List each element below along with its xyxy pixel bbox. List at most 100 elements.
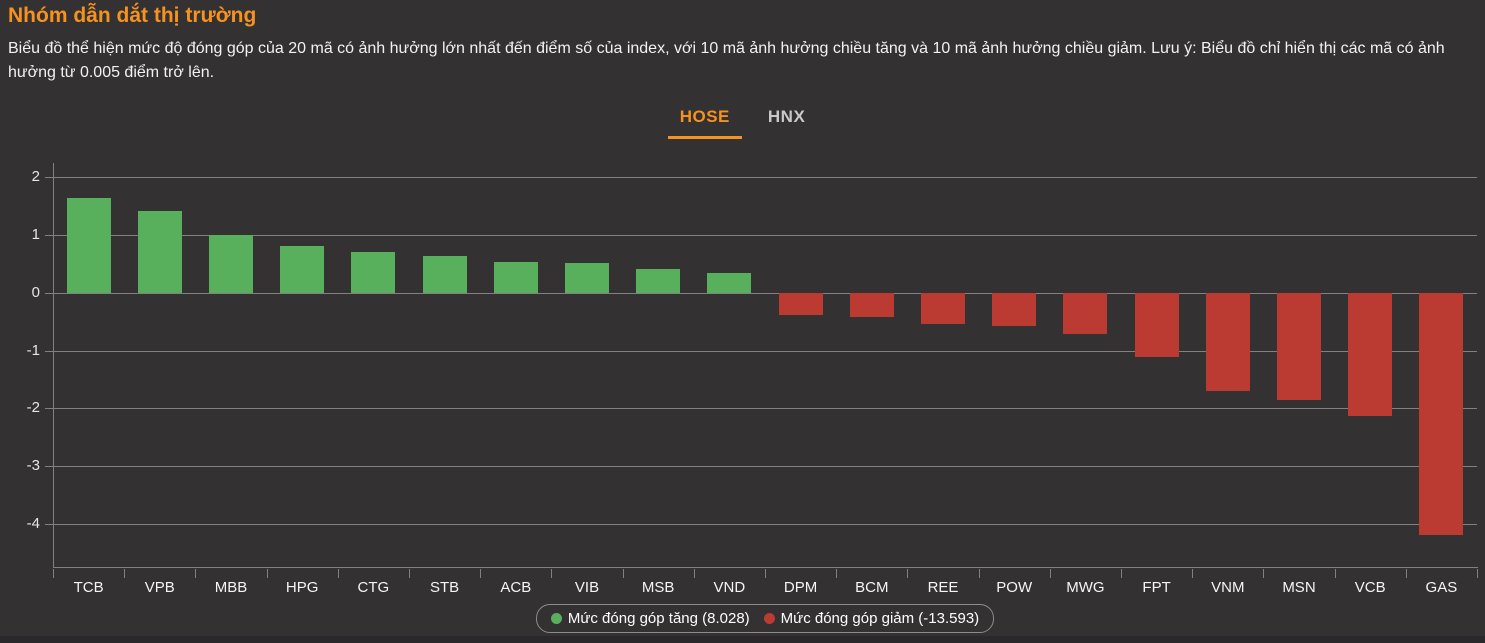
gridline [53, 523, 1477, 525]
x-axis-tick [693, 569, 695, 578]
increase-dot-icon [550, 613, 562, 624]
x-axis-label: MSN [1282, 579, 1316, 596]
x-axis-tick [1263, 569, 1265, 578]
x-axis-tick [1477, 569, 1478, 578]
y-axis-label: 1 [31, 226, 40, 244]
x-axis-tick [1192, 569, 1194, 578]
bar-dpm[interactable] [778, 292, 823, 316]
x-axis-label: VCB [1354, 579, 1386, 596]
bar-vnd[interactable] [707, 273, 752, 293]
decrease-dot-icon [763, 613, 775, 624]
bar-stb[interactable] [422, 255, 467, 293]
bar-vib[interactable] [565, 263, 609, 293]
tab-hose[interactable]: HOSE [667, 101, 742, 139]
bar-gas[interactable] [1419, 292, 1464, 535]
x-axis-tick [907, 569, 909, 578]
page-title: Nhóm dẫn dắt thị trường [8, 4, 257, 27]
tab-hnx[interactable]: HNX [767, 107, 806, 126]
bar-vcb[interactable] [1348, 292, 1393, 416]
x-axis-tick [480, 569, 482, 578]
x-axis-tick [765, 569, 766, 578]
x-axis-label: REE [927, 579, 959, 596]
x-axis-label: TCB [73, 579, 104, 596]
x-axis-line [53, 567, 1478, 568]
bottom-divider [0, 636, 1485, 643]
bar-ctg[interactable] [351, 252, 396, 293]
y-axis-label: -2 [26, 399, 40, 417]
y-axis-label: -4 [26, 514, 40, 532]
x-axis-tick [1049, 569, 1051, 578]
x-axis-tick [978, 569, 980, 578]
bar-msn[interactable] [1277, 292, 1321, 400]
y-axis-label: -1 [26, 341, 40, 359]
gridline [53, 177, 1477, 179]
x-axis-label: CTG [357, 579, 390, 596]
y-axis-tick [45, 523, 53, 525]
x-axis-tick [195, 569, 197, 578]
x-axis-tick [53, 569, 54, 578]
gridline [53, 408, 1477, 410]
x-axis-tick [1334, 569, 1336, 578]
y-axis-tick [45, 408, 53, 410]
x-axis-label: MBB [214, 579, 248, 596]
bar-vnm[interactable] [1205, 292, 1250, 391]
x-axis-tick [622, 569, 624, 578]
chart-description: Biểu đồ thể hiện mức độ đóng góp của 20 … [8, 40, 1445, 81]
gridline [53, 466, 1477, 467]
gridline [53, 350, 1477, 352]
bar-pow[interactable] [992, 292, 1037, 327]
bar-mbb[interactable] [209, 235, 253, 293]
bar-msb[interactable] [636, 269, 681, 293]
x-axis-tick [836, 569, 838, 578]
bar-tcb[interactable] [66, 197, 111, 293]
legend-label-increase: Mức đóng góp tăng (8.028) [567, 610, 750, 627]
legend-box: Mức đóng góp tăng (8.028) Mức đóng góp g… [535, 604, 995, 633]
x-axis-label: MSB [641, 579, 675, 596]
bar-hpg[interactable] [280, 246, 325, 293]
y-axis-line [53, 163, 54, 567]
x-axis-tick [337, 569, 339, 578]
x-axis-tick [409, 569, 410, 578]
bar-bcm[interactable] [849, 292, 894, 318]
exchange-tabs: HOSE HNX [0, 101, 1485, 139]
bar-fpt[interactable] [1134, 292, 1179, 357]
chart-legend: Mức đóng góp tăng (8.028) Mức đóng góp g… [53, 604, 1477, 633]
x-axis-label: MWG [1066, 579, 1105, 596]
y-axis-label: 2 [31, 168, 40, 186]
x-axis-label: VIB [574, 579, 600, 596]
gridline [53, 235, 1477, 237]
legend-item-increase[interactable]: Mức đóng góp tăng (8.028) [550, 610, 750, 627]
y-axis-tick [45, 177, 53, 179]
bar-mwg[interactable] [1063, 292, 1108, 334]
y-axis-tick [45, 235, 53, 237]
x-axis-label: FPT [1142, 579, 1171, 596]
bar-vpb[interactable] [137, 210, 182, 293]
x-axis-label: STB [430, 579, 460, 596]
x-axis-tick [551, 569, 553, 578]
x-axis-label: VNM [1211, 579, 1245, 596]
x-axis-tick [266, 569, 268, 578]
x-axis-label: ACB [500, 579, 532, 596]
x-axis-label: VPB [144, 579, 175, 596]
legend-label-decrease: Mức đóng góp giảm (-13.593) [780, 610, 980, 627]
x-axis-tick [124, 569, 126, 578]
y-axis-tick [45, 350, 53, 352]
legend-item-decrease[interactable]: Mức đóng góp giảm (-13.593) [763, 610, 980, 627]
x-axis-label: BCM [855, 579, 889, 596]
x-axis-label: POW [996, 579, 1033, 596]
bar-ree[interactable] [921, 292, 965, 324]
y-axis-tick [45, 466, 53, 467]
y-axis-label: -3 [26, 457, 40, 474]
x-axis-label: GAS [1425, 579, 1458, 596]
gridline [53, 292, 1477, 294]
y-axis-label: 0 [31, 283, 40, 301]
x-axis-label: HPG [285, 579, 319, 596]
bar-acb[interactable] [493, 262, 538, 293]
x-axis-tick [1121, 569, 1122, 578]
x-axis-tick [1405, 569, 1407, 578]
x-axis-label: VND [713, 579, 746, 596]
y-axis-tick [45, 292, 53, 294]
x-axis-label: DPM [783, 579, 818, 596]
